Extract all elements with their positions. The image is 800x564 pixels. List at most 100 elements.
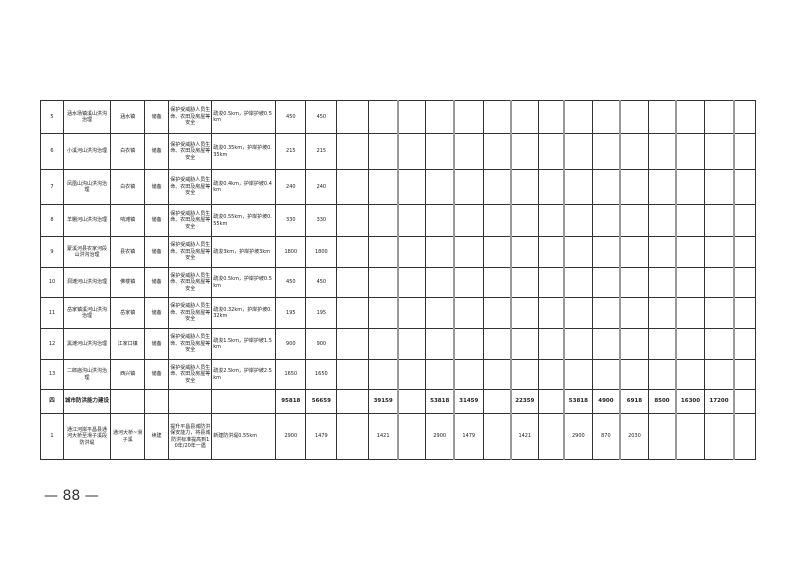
cell-value xyxy=(703,267,736,298)
cell-location: 白衣镇 xyxy=(110,169,146,205)
cell-value xyxy=(425,133,455,170)
cell-value: 2900 xyxy=(425,413,455,460)
cell-value xyxy=(425,169,455,205)
cell-value: 330 xyxy=(305,204,338,237)
cell-no: 7 xyxy=(39,169,65,205)
cell-value xyxy=(453,100,484,134)
cell-value xyxy=(368,169,399,205)
cell-name: 黑滩河山洪沟治理 xyxy=(63,328,112,360)
cell-value xyxy=(482,267,513,298)
cell-value xyxy=(675,413,705,460)
cell-value xyxy=(733,204,757,237)
cell-scale: 疏浚0.5km，护岸护坡0.5km xyxy=(211,267,277,298)
cell-value xyxy=(453,236,484,268)
cell-value xyxy=(537,236,566,268)
cell-value xyxy=(482,328,513,360)
cell-location: 通河大桥~滑子溪 xyxy=(110,413,146,460)
cell-value xyxy=(733,359,757,390)
cell-value: 1800 xyxy=(275,236,307,268)
cell-purpose: 保护受威胁人员生命、农田及房屋等安全 xyxy=(168,359,213,390)
cell-value xyxy=(563,297,593,329)
cell-name: 通江河岸平昌县通河大桥至滑子溪段防洪堤 xyxy=(63,413,112,460)
cell-value: 450 xyxy=(305,267,338,298)
cell-value xyxy=(619,297,649,329)
cell-purpose: 保护受威胁人员生命、农田及房屋等安全 xyxy=(168,133,213,170)
cell-value xyxy=(425,100,455,134)
cell-value: 1650 xyxy=(305,359,338,390)
cell-value xyxy=(336,204,370,237)
cell-value xyxy=(336,133,370,170)
cell-value xyxy=(336,389,370,414)
cell-location xyxy=(110,389,146,414)
cell-value xyxy=(510,100,539,134)
cell-value xyxy=(619,204,649,237)
cell-scale: 疏浚0.32km，护岸护坡0.32km xyxy=(211,297,277,329)
table-row: 13 二郎庙沟山洪沟治理 西兴镇 储备 保护受威胁人员生命、农田及房屋等安全 疏浚2.5k… xyxy=(39,359,757,390)
cell-value xyxy=(563,328,593,360)
cell-value xyxy=(703,359,736,390)
cell-type: 储备 xyxy=(144,267,170,298)
cell-purpose xyxy=(168,389,213,414)
cell-type: 储备 xyxy=(144,236,170,268)
table-row: 10 洞滩河山洪沟治理 佛楼镇 储备 保护受威胁人员生命、农田及房屋等安全 疏浚0.5km… xyxy=(39,267,757,298)
cell-value xyxy=(453,328,484,360)
cell-value xyxy=(336,413,370,460)
cell-value xyxy=(397,389,427,414)
cell-value xyxy=(368,100,399,134)
cell-purpose: 保护受威胁人员生命、农田及房屋等安全 xyxy=(168,297,213,329)
cell-value: 22359 xyxy=(510,389,539,414)
cell-value xyxy=(336,267,370,298)
cell-value xyxy=(563,133,593,170)
cell-value: 1479 xyxy=(305,413,338,460)
cell-value xyxy=(619,133,649,170)
cell-no: 9 xyxy=(39,236,65,268)
cell-value xyxy=(368,297,399,329)
cell-value: 1479 xyxy=(453,413,484,460)
cell-value xyxy=(563,100,593,134)
cell-value xyxy=(703,133,736,170)
cell-value xyxy=(703,169,736,205)
cell-value xyxy=(703,328,736,360)
cell-value: 215 xyxy=(305,133,338,170)
cell-value xyxy=(368,133,399,170)
cell-value: 53818 xyxy=(563,389,593,414)
cell-value: 240 xyxy=(305,169,338,205)
cell-value xyxy=(675,204,705,237)
cell-value xyxy=(510,297,539,329)
cell-purpose: 保护受威胁人员生命、农田及房屋等安全 xyxy=(168,267,213,298)
cell-value xyxy=(482,133,513,170)
cell-value xyxy=(368,359,399,390)
cell-value xyxy=(537,328,566,360)
cell-value xyxy=(453,267,484,298)
cell-value xyxy=(647,359,678,390)
cell-value xyxy=(368,236,399,268)
cell-type: 续建 xyxy=(144,413,170,460)
cell-value xyxy=(336,100,370,134)
cell-location: 岳家镇 xyxy=(110,297,146,329)
cell-no: 11 xyxy=(39,297,65,329)
cell-no: 8 xyxy=(39,204,65,237)
cell-value xyxy=(733,133,757,170)
cell-value: 450 xyxy=(275,267,307,298)
cell-name: 蒙溪河县农家河段山洪沟治理 xyxy=(63,236,112,268)
cell-value xyxy=(397,297,427,329)
cell-value: 53818 xyxy=(425,389,455,414)
cell-value xyxy=(619,328,649,360)
cell-value xyxy=(482,359,513,390)
cell-value xyxy=(510,267,539,298)
cell-value xyxy=(619,100,649,134)
cell-value: 195 xyxy=(275,297,307,329)
cell-value xyxy=(647,328,678,360)
cell-value xyxy=(619,267,649,298)
cell-no: 10 xyxy=(39,267,65,298)
cell-value xyxy=(368,328,399,360)
cell-value: 195 xyxy=(305,297,338,329)
cell-value xyxy=(591,328,622,360)
cell-value xyxy=(537,100,566,134)
cell-scale: 疏浚1.5km，护岸护坡1.5km xyxy=(211,328,277,360)
cell-value: 2900 xyxy=(275,413,307,460)
cell-purpose: 保护受威胁人员生命、农田及房屋等安全 xyxy=(168,328,213,360)
cell-location: 县农镇 xyxy=(110,236,146,268)
cell-value xyxy=(675,100,705,134)
cell-name: 城市防洪能力建设 xyxy=(63,389,112,414)
